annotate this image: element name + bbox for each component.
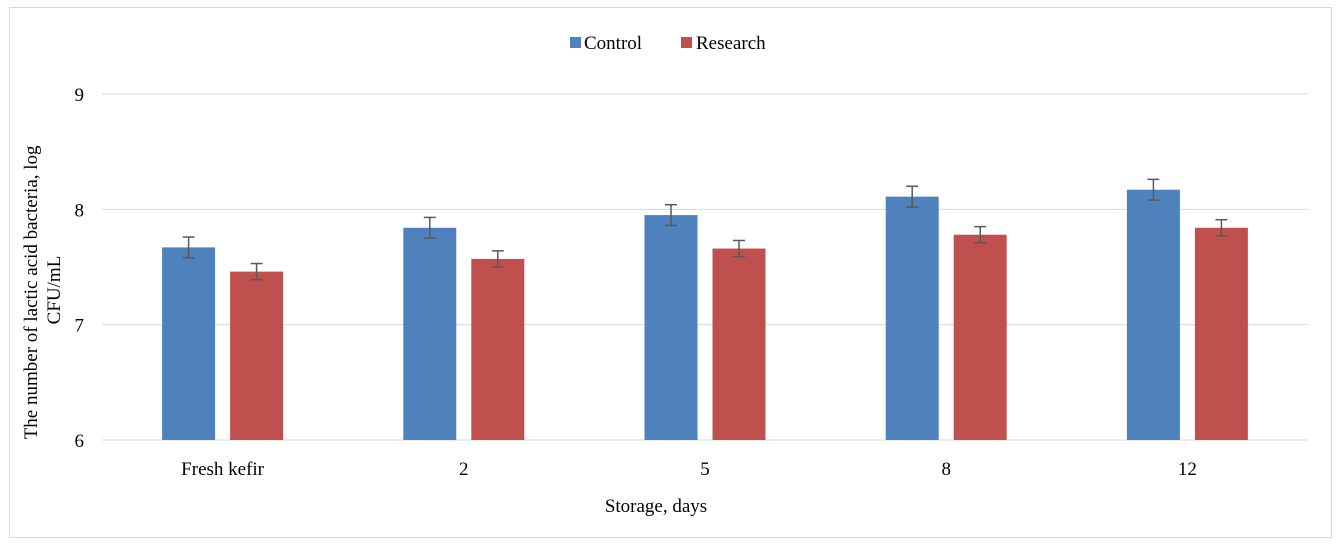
bar-control-2 <box>644 215 698 440</box>
error-bars <box>182 178 1228 281</box>
y-tick-labels: 6 7 8 9 <box>75 85 85 452</box>
x-tick-label: Fresh kefir <box>181 459 265 480</box>
bar-research-1 <box>471 258 525 440</box>
x-axis-title: Storage, days <box>605 496 707 517</box>
x-tick-labels: Fresh kefir 2 5 8 12 <box>181 459 1197 480</box>
error-bar-research-0 <box>250 262 263 281</box>
bars <box>162 189 1248 440</box>
x-tick-label: 5 <box>700 459 710 480</box>
legend-label-control: Control <box>584 33 642 54</box>
bar-control-0 <box>162 247 216 440</box>
bar-research-2 <box>712 248 766 440</box>
legend: Control Research <box>570 33 766 54</box>
error-bar-research-1 <box>491 250 504 268</box>
bar-control-3 <box>885 196 939 440</box>
error-bar-control-2 <box>665 203 677 227</box>
bar-research-4 <box>1194 227 1248 440</box>
error-bar-research-3 <box>974 225 987 244</box>
x-tick-label: 8 <box>941 459 951 480</box>
bar-research-3 <box>953 234 1007 440</box>
y-tick-label: 9 <box>75 85 85 106</box>
y-axis-title-line-2: CFU/mL <box>44 256 65 325</box>
error-bar-control-3 <box>906 185 919 208</box>
y-axis-title-line-1: The number of lactic acid bacteria, log <box>21 145 42 439</box>
legend-label-research: Research <box>696 33 766 54</box>
y-axis-title: The number of lactic acid bacteria, log … <box>21 141 65 440</box>
bar-research-0 <box>230 271 284 440</box>
error-bar-control-1 <box>423 216 436 239</box>
x-tick-label: 12 <box>1178 459 1197 480</box>
error-bar-control-4 <box>1147 178 1160 201</box>
y-tick-label: 8 <box>75 200 85 221</box>
legend-swatch-control <box>570 37 581 48</box>
y-tick-label: 6 <box>75 431 85 452</box>
legend-swatch-research <box>681 37 692 48</box>
bar-control-4 <box>1126 189 1180 440</box>
error-bar-control-0 <box>182 236 195 259</box>
bar-control-1 <box>403 227 457 440</box>
y-tick-label: 7 <box>75 316 85 337</box>
error-bar-research-2 <box>733 239 745 258</box>
x-tick-label: 2 <box>459 459 469 480</box>
error-bar-research-4 <box>1215 218 1228 237</box>
gridlines <box>102 93 1308 441</box>
